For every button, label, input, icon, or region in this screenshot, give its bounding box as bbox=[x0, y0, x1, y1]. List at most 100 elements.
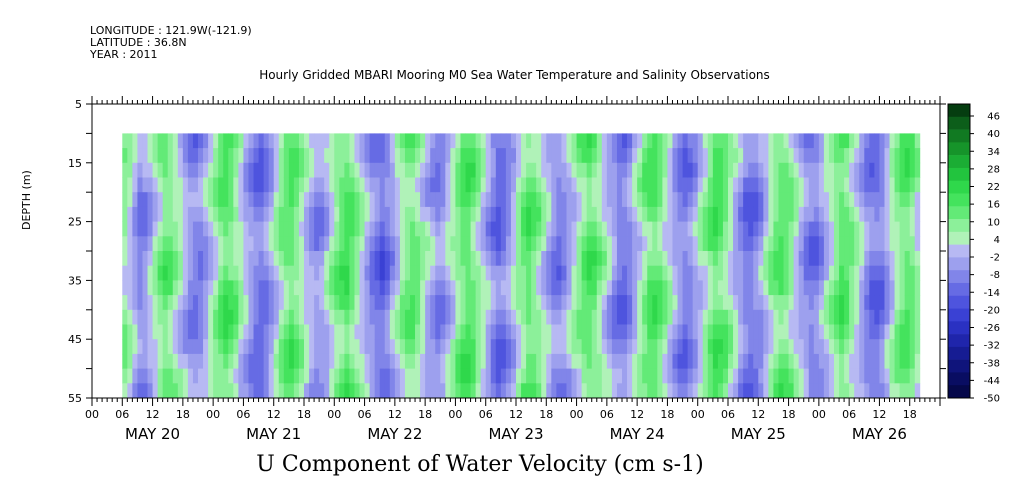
heatmap-cell bbox=[430, 236, 436, 252]
heatmap-cell bbox=[384, 353, 391, 369]
heatmap-cell bbox=[864, 177, 870, 193]
heatmap-cell bbox=[258, 324, 265, 340]
heatmap-cell bbox=[137, 251, 143, 267]
heatmap-cell bbox=[415, 353, 421, 369]
heatmap-cell bbox=[500, 162, 507, 178]
heatmap-cell bbox=[364, 339, 371, 355]
heatmap-cell bbox=[404, 251, 411, 267]
heatmap-cell bbox=[773, 236, 779, 252]
heatmap-cell bbox=[465, 251, 471, 267]
heatmap-cell bbox=[455, 236, 461, 252]
heatmap-cell bbox=[677, 192, 683, 208]
heatmap-cell bbox=[591, 265, 598, 281]
heatmap-cell bbox=[369, 339, 376, 355]
heatmap-cell bbox=[440, 192, 446, 208]
heatmap-cell bbox=[586, 309, 593, 325]
heatmap-cell bbox=[364, 353, 371, 369]
heatmap-cell bbox=[510, 148, 517, 164]
heatmap-cell bbox=[581, 133, 588, 149]
heatmap-cell bbox=[142, 368, 148, 384]
heatmap-cell bbox=[253, 236, 259, 252]
heatmap-cell bbox=[571, 265, 577, 281]
heatmap-cell bbox=[778, 324, 784, 340]
heatmap-cell bbox=[475, 251, 482, 267]
heatmap-cell bbox=[642, 148, 648, 164]
heatmap-cell bbox=[894, 339, 901, 355]
heatmap-cell bbox=[763, 206, 769, 222]
heatmap-cell bbox=[899, 162, 906, 178]
heatmap-cell bbox=[410, 221, 416, 237]
heatmap-cell bbox=[218, 177, 224, 193]
heatmap-cell bbox=[596, 236, 603, 252]
heatmap-cell bbox=[213, 339, 219, 355]
heatmap-cell bbox=[187, 280, 194, 296]
heatmap-cell bbox=[344, 339, 350, 355]
heatmap-cell bbox=[823, 133, 830, 149]
heatmap-cell bbox=[869, 383, 875, 399]
heatmap-cell bbox=[516, 353, 522, 369]
heatmap-cell bbox=[758, 251, 764, 267]
heatmap-cell bbox=[591, 353, 598, 369]
heatmap-cell bbox=[748, 309, 754, 325]
heatmap-cell bbox=[652, 295, 658, 311]
x-hour-label: 12 bbox=[751, 408, 765, 421]
heatmap-cell bbox=[187, 206, 194, 222]
heatmap-cell bbox=[909, 251, 916, 267]
heatmap-cell bbox=[379, 133, 386, 149]
heatmap-cell bbox=[717, 221, 724, 237]
heatmap-cell bbox=[309, 280, 315, 296]
heatmap-cell bbox=[758, 309, 764, 325]
heatmap-cell bbox=[531, 192, 537, 208]
heatmap-cell bbox=[177, 324, 184, 340]
heatmap-cell bbox=[157, 339, 164, 355]
heatmap-cell bbox=[642, 192, 648, 208]
heatmap-cell bbox=[354, 295, 360, 311]
heatmap-cell bbox=[839, 177, 845, 193]
heatmap-cell bbox=[682, 133, 689, 149]
heatmap-cell bbox=[389, 177, 396, 193]
heatmap-cell bbox=[435, 295, 441, 311]
heatmap-cell bbox=[712, 162, 719, 178]
heatmap-cell bbox=[258, 148, 265, 164]
heatmap-cell bbox=[627, 177, 633, 193]
heatmap-cell bbox=[182, 162, 189, 178]
heatmap-cell bbox=[632, 339, 638, 355]
heatmap-cell bbox=[470, 133, 477, 149]
heatmap-cell bbox=[909, 133, 916, 149]
heatmap-cell bbox=[177, 339, 184, 355]
heatmap-cell bbox=[500, 368, 507, 384]
heatmap-cell bbox=[425, 368, 431, 384]
heatmap-cell bbox=[722, 236, 729, 252]
heatmap-cell bbox=[692, 236, 699, 252]
heatmap-cell bbox=[521, 339, 527, 355]
heatmap-cell bbox=[844, 177, 850, 193]
heatmap-cell bbox=[576, 148, 583, 164]
heatmap-cell bbox=[531, 265, 537, 281]
heatmap-cell bbox=[122, 324, 128, 340]
heatmap-cell bbox=[637, 265, 643, 281]
heatmap-cell bbox=[480, 353, 487, 369]
heatmap-cell bbox=[283, 265, 290, 281]
heatmap-cell bbox=[460, 162, 466, 178]
heatmap-cell bbox=[430, 339, 436, 355]
heatmap-cell bbox=[874, 206, 880, 222]
heatmap-cell bbox=[485, 339, 492, 355]
heatmap-cell bbox=[182, 265, 189, 281]
heatmap-cell bbox=[611, 295, 618, 311]
heatmap-cell bbox=[914, 162, 921, 178]
heatmap-cell bbox=[849, 265, 855, 281]
heatmap-cell bbox=[404, 133, 411, 149]
heatmap-cell bbox=[162, 339, 169, 355]
heatmap-cell bbox=[869, 162, 875, 178]
heatmap-cell bbox=[738, 353, 744, 369]
heatmap-cell bbox=[248, 339, 254, 355]
heatmap-cell bbox=[147, 221, 153, 237]
heatmap-cell bbox=[753, 383, 759, 399]
heatmap-cell bbox=[818, 133, 825, 149]
colorbar-swatch bbox=[948, 270, 970, 284]
heatmap-cell bbox=[808, 339, 815, 355]
heatmap-cell bbox=[364, 251, 371, 267]
heatmap-cell bbox=[142, 251, 148, 267]
heatmap-cell bbox=[581, 280, 588, 296]
heatmap-cell bbox=[394, 339, 401, 355]
